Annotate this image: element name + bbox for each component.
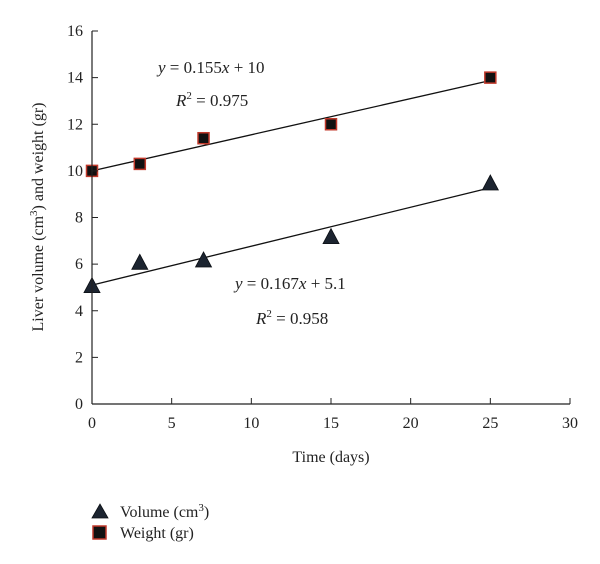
legend-label-weight: Weight (gr) — [120, 525, 194, 542]
y-ticks: 0 2 4 6 8 10 12 14 16 — [67, 23, 98, 413]
weight-fit-line — [91, 79, 491, 172]
weight-point — [484, 71, 497, 84]
x-tick-label: 5 — [168, 415, 176, 432]
y-tick-label: 2 — [75, 349, 83, 366]
y-tick-label: 12 — [67, 116, 83, 133]
y-tick-label: 16 — [67, 23, 83, 40]
y-tick-label: 6 — [75, 256, 83, 273]
volume-point — [481, 174, 500, 191]
weight-fit-r2: R2 = 0.975 — [175, 90, 248, 110]
weight-point — [324, 118, 338, 131]
x-ticks: 0 5 10 15 20 25 30 — [88, 398, 578, 432]
legend: Volume (cm3) Weight (gr) — [91, 502, 209, 542]
y-tick-label: 4 — [75, 303, 83, 320]
volume-point — [131, 253, 149, 270]
volume-point — [322, 227, 340, 245]
weight-fit-equation: y = 0.155x + 10 — [156, 58, 265, 77]
legend-label-volume: Volume (cm3) — [120, 502, 209, 521]
weight-point — [197, 131, 210, 145]
y-axis-label: Liver volume (cm3) and weight (gr) — [28, 103, 47, 332]
x-tick-label: 10 — [243, 415, 259, 432]
axes — [91, 31, 570, 405]
fit-lines — [91, 79, 491, 286]
y-tick-label: 10 — [67, 163, 83, 180]
volume-point — [194, 251, 213, 268]
x-axis-label: Time (days) — [292, 449, 369, 466]
x-tick-label: 25 — [482, 415, 498, 432]
legend-triangle-icon — [91, 503, 109, 519]
x-tick-label: 15 — [323, 415, 339, 432]
x-tick-label: 20 — [403, 415, 419, 432]
weight-point — [133, 157, 147, 171]
x-tick-label: 30 — [562, 415, 578, 432]
y-tick-label: 8 — [75, 210, 83, 227]
volume-fit-r2: R2 = 0.958 — [255, 308, 328, 328]
legend-square-icon — [92, 525, 107, 540]
x-tick-label: 0 — [88, 415, 96, 432]
y-tick-label: 0 — [75, 396, 83, 413]
volume-fit-line — [91, 187, 491, 286]
data-markers — [83, 71, 500, 294]
volume-fit-equation: y = 0.167x + 5.1 — [233, 274, 346, 293]
y-tick-label: 14 — [67, 70, 83, 87]
